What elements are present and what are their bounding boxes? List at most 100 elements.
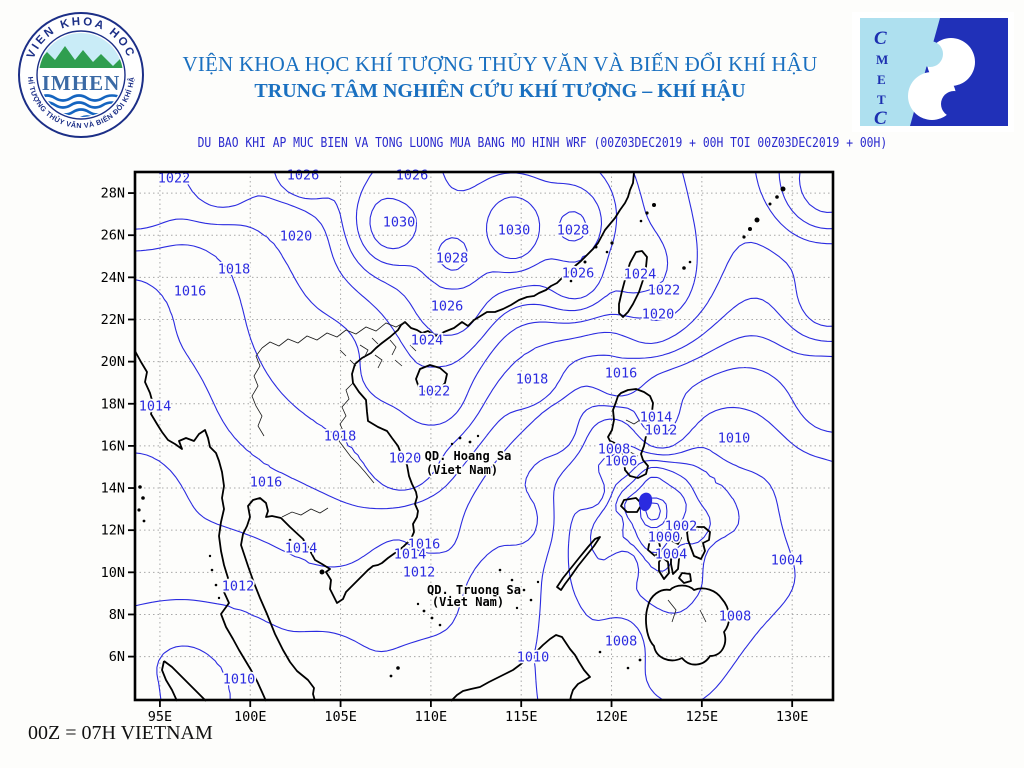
isobar-label: 1026	[287, 168, 320, 184]
lat-axis-label: 6N	[109, 649, 125, 665]
isobar-label: 1028	[557, 223, 590, 239]
isobar-label: 1004	[771, 553, 804, 569]
coastline-negros	[658, 556, 670, 580]
isobar-label: 1026	[396, 168, 429, 184]
isobar-label: 1010	[718, 431, 751, 447]
cmetc-letter-t: T	[877, 92, 886, 107]
lat-axis-label: 12N	[101, 523, 125, 539]
isobar-label: 1012	[222, 579, 255, 595]
isobar-label: 1018	[516, 372, 549, 388]
isobar-label: 1008	[598, 442, 631, 458]
isobar-label: 1020	[280, 229, 313, 245]
isobar-label: 1012	[645, 423, 678, 439]
isobar-label: 1030	[383, 215, 416, 231]
isobar-label: 1016	[605, 366, 638, 382]
isobar-label: 1024	[624, 267, 657, 283]
map-frame	[133, 170, 835, 702]
coastline-sumatra	[161, 660, 207, 702]
center-title: TRUNG TÂM NGHIÊN CỨU KHÍ TƯỢNG – KHÍ HẬU	[254, 80, 746, 102]
isobar-label: 1014	[285, 541, 318, 557]
coastline-taiwan	[618, 250, 648, 318]
lat-axis-label: 28N	[101, 186, 125, 202]
coastline-masbate	[671, 534, 682, 545]
archipelago-label: QD. Hoang Sa	[425, 449, 512, 463]
lon-axis-label: 125E	[686, 709, 719, 725]
cmetc-logo: C M E T C	[852, 12, 1014, 132]
archipelago-label: QD. Truong Sa	[427, 583, 521, 597]
coastline-indochina-china	[240, 171, 635, 702]
cmetc-s-shape	[908, 38, 975, 120]
lat-axis-label: 10N	[101, 565, 125, 581]
border-thailand-laos	[281, 507, 329, 518]
isobar-label: 1002	[665, 519, 698, 535]
country-borders	[251, 321, 707, 623]
timezone-note: 00Z = 07H VIETNAM	[28, 722, 213, 744]
border-myanmar-thailand	[251, 347, 265, 437]
isobar-label: 1026	[431, 299, 464, 315]
lat-axis-label: 26N	[101, 228, 125, 244]
lon-axis-label: 130E	[776, 709, 809, 725]
archipelago-label: (Viet Nam)	[432, 595, 504, 609]
border-vietnam-laos	[338, 382, 375, 484]
isobar-label: 1018	[324, 429, 357, 445]
map-gridlines	[135, 172, 833, 700]
isobar-label: 1004	[655, 547, 688, 563]
archipelago-label: (Viet Nam)	[426, 463, 498, 477]
institute-title: VIỆN KHOA HỌC KHÍ TƯỢNG THỦY VĂN VÀ BIẾN…	[182, 52, 818, 76]
lon-axis-label: 100E	[234, 709, 267, 725]
border-china-vietnam	[261, 321, 406, 349]
coastline-myanmar	[134, 350, 267, 702]
coastline-bohol	[678, 572, 692, 584]
imhen-center-text: IMHEN	[42, 71, 121, 95]
isobar-label: 1028	[436, 251, 469, 267]
imhen-mountains	[39, 46, 123, 68]
isobar-label: 1000	[648, 530, 681, 546]
cmetc-letter-e: E	[877, 72, 886, 87]
lat-axis-label: 20N	[101, 354, 125, 370]
coastline-panay	[647, 538, 662, 557]
cmetc-letter-c2: C	[874, 108, 887, 129]
lat-axis-label: 14N	[101, 481, 125, 497]
isobar-label: 1020	[389, 451, 422, 467]
map-labels: 1022 1026 1026 1030 1030 1028 1028 1026 1026 1024…	[137, 166, 805, 690]
isobar-label: 1016	[174, 284, 207, 300]
isobar-label: 1008	[605, 634, 638, 650]
lat-axis-label: 24N	[101, 270, 125, 286]
coastline-samar-leyte	[686, 526, 711, 560]
coastline-luzon	[607, 388, 654, 479]
isobar-label: 1022	[158, 171, 191, 187]
cmetc-letters: C M E T C	[874, 28, 888, 129]
coastline-mindoro	[620, 497, 643, 513]
lon-axis-label: 95E	[148, 709, 172, 725]
small-islands	[137, 186, 786, 678]
isobar-label: 1014	[394, 547, 427, 563]
coastline-borneo	[450, 634, 591, 702]
isobar-label: 1026	[562, 266, 595, 282]
cmetc-letter-m: M	[876, 52, 888, 67]
lon-axis-label: 120E	[595, 709, 628, 725]
isobar-label: 1008	[719, 609, 752, 625]
lon-axis-label: 105E	[324, 709, 357, 725]
coastline-hainan	[415, 364, 448, 394]
map-axes: 95E 100E 105E 110E 115E 120E 125E 130E 28N 26N 24N…	[101, 186, 809, 725]
lat-axis-label: 8N	[109, 607, 125, 623]
coastlines	[134, 171, 730, 702]
isobar-label: 1020	[642, 307, 675, 323]
cmetc-letter-c1: C	[874, 28, 887, 49]
isobar-label: 1030	[498, 223, 531, 239]
lat-axis-label: 16N	[101, 438, 125, 454]
imhen-logo: VIEN KHOA HOC KHÍ TƯỢNG THỦY VĂN VÀ BIẾN…	[15, 8, 144, 138]
isobar-label: 1024	[411, 333, 444, 349]
isobar-contours	[134, 171, 834, 701]
isobar-label: 1010	[223, 672, 256, 688]
province-lines-north-vietnam	[339, 337, 417, 369]
lat-axis-label: 22N	[101, 312, 125, 328]
lat-axis-label: 18N	[101, 396, 125, 412]
isobar-label: 1022	[418, 384, 451, 400]
isobar-label: 1014	[139, 399, 172, 415]
isobar-label: 1018	[218, 262, 251, 278]
isobar-label: 1014	[640, 410, 673, 426]
coastline-palawan	[556, 536, 601, 591]
